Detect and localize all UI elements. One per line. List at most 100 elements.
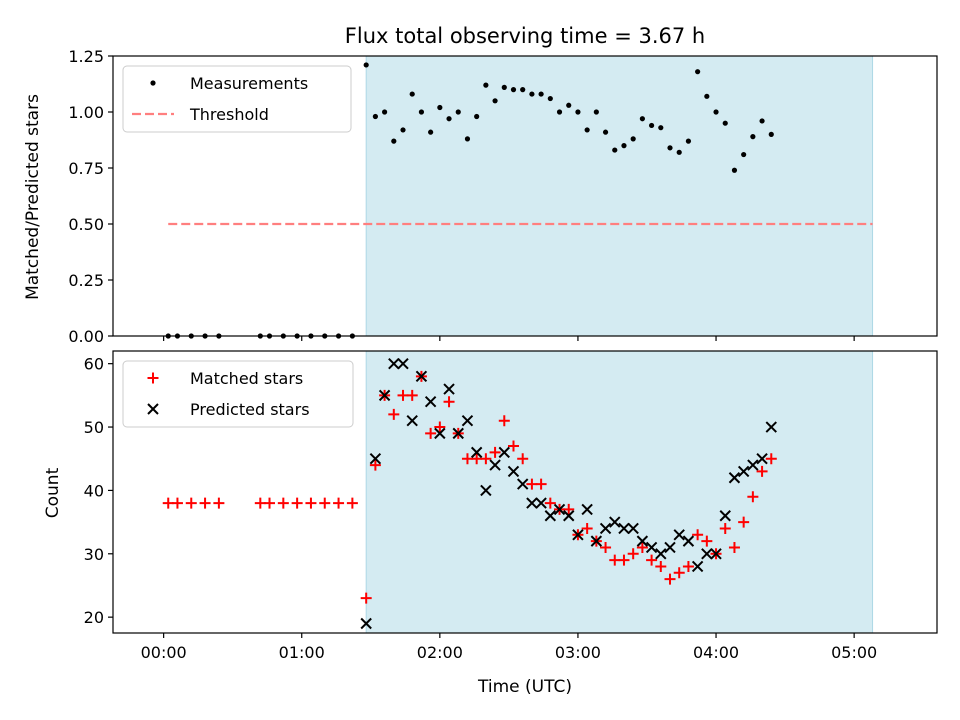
predicted-star-point <box>581 503 593 516</box>
matched-star-point <box>461 453 473 465</box>
measurement-point <box>695 69 701 75</box>
x-tick-label: 03:00 <box>555 643 601 662</box>
measurement-point <box>566 102 572 108</box>
x-tick-label: 05:00 <box>831 643 877 662</box>
matched-star-point <box>162 497 174 509</box>
measurement-point <box>704 93 710 99</box>
predicted-star-point <box>609 516 621 528</box>
measurement-point <box>731 167 738 173</box>
predicted-star-point <box>673 529 685 541</box>
measurement-point <box>648 122 655 129</box>
matched-star-point <box>277 497 289 509</box>
predicted-star-point <box>728 472 741 484</box>
matched-star-point <box>673 567 685 579</box>
legend-matched-marker <box>147 372 159 384</box>
measurement-point <box>372 113 378 120</box>
predicted-star-point <box>424 395 437 408</box>
x-tick-label: 02:00 <box>417 643 463 662</box>
predicted-star-point <box>378 389 391 402</box>
matched-star-point <box>319 497 331 509</box>
predicted-star-point <box>636 535 649 547</box>
predicted-star-point <box>691 560 704 573</box>
matched-star-point <box>369 459 381 471</box>
x-tick-label: 04:00 <box>693 643 739 662</box>
measurement-point <box>547 95 553 102</box>
predicted-star-point <box>498 446 510 459</box>
matched-star-point <box>636 541 648 553</box>
legend-box <box>122 65 352 133</box>
count-y-axis-label: Count <box>43 467 63 518</box>
y-tick-label: 40 <box>84 481 104 500</box>
matched-star-point <box>489 446 501 458</box>
measurement-point <box>529 91 535 97</box>
predicted-star-point <box>470 446 483 459</box>
legend-label: Predicted stars <box>190 400 310 419</box>
matched-star-point <box>664 573 676 585</box>
y-tick-label: 20 <box>84 608 104 627</box>
matched-star-point <box>600 541 612 553</box>
predicted-star-point <box>553 503 566 516</box>
measurement-point <box>612 147 618 153</box>
measurement-point <box>750 134 756 140</box>
predicted-star-point <box>747 459 759 471</box>
predicted-star-point <box>710 548 722 560</box>
predicted-star-point <box>563 510 575 522</box>
measurement-point <box>741 151 747 158</box>
matched-star-point <box>346 497 358 509</box>
measurement-point <box>381 109 388 115</box>
measurement-point <box>428 129 434 135</box>
matched-star-point <box>701 535 713 547</box>
predicted-star-point <box>765 421 777 433</box>
observing-window-shade <box>365 55 874 337</box>
y-tick-label: 0.50 <box>68 215 104 234</box>
matched-star-point <box>627 548 639 560</box>
chart-title: Flux total observing time = 3.67 h <box>345 24 705 48</box>
matched-star-point <box>682 560 694 572</box>
predicted-star-point <box>452 427 464 440</box>
matched-star-point <box>609 554 621 566</box>
matched-star-point <box>333 497 345 509</box>
predicted-star-point <box>682 535 695 547</box>
x-tick-label: 01:00 <box>279 643 325 662</box>
axes-frame <box>112 55 938 337</box>
matched-star-point <box>171 497 183 509</box>
matched-star-point <box>185 497 197 509</box>
matched-star-point <box>425 427 437 439</box>
measurement-point <box>676 149 682 155</box>
matched-star-point <box>213 497 225 509</box>
measurement-point <box>556 109 563 115</box>
predicted-star-point <box>544 510 557 522</box>
predicted-star-point <box>489 459 501 471</box>
matched-star-point <box>397 389 409 401</box>
predicted-star-point <box>572 529 584 541</box>
y-tick-label: 60 <box>84 355 104 374</box>
measurement-point <box>722 120 728 126</box>
matched-star-point <box>443 396 455 408</box>
predicted-star-point <box>701 548 713 560</box>
measurement-point <box>713 109 719 115</box>
legend-box <box>122 360 354 428</box>
measurement-point <box>418 109 425 115</box>
measurement-point <box>492 98 498 104</box>
predicted-star-point <box>369 453 382 465</box>
measurement-point <box>391 138 397 144</box>
matched-star-point <box>728 541 740 553</box>
predicted-star-point <box>516 478 529 490</box>
measurement-point <box>474 113 480 120</box>
axes-frame <box>112 350 938 634</box>
legend: Measurements Threshold <box>122 65 352 133</box>
matched-star-point <box>535 478 547 490</box>
y-tick-label: 1.25 <box>68 47 104 66</box>
y-tick-label: 1.00 <box>68 103 104 122</box>
measurement-point <box>510 87 517 93</box>
matched-star-point <box>388 408 400 420</box>
matched-star-point <box>692 529 704 541</box>
predicted-star-point <box>415 370 428 383</box>
legend-label: Threshold <box>189 105 269 124</box>
predicted-star-point <box>590 535 603 547</box>
predicted-star-point <box>719 510 731 522</box>
matched-star-point <box>305 497 317 509</box>
measurement-point <box>446 116 452 122</box>
measurement-point <box>520 87 526 93</box>
